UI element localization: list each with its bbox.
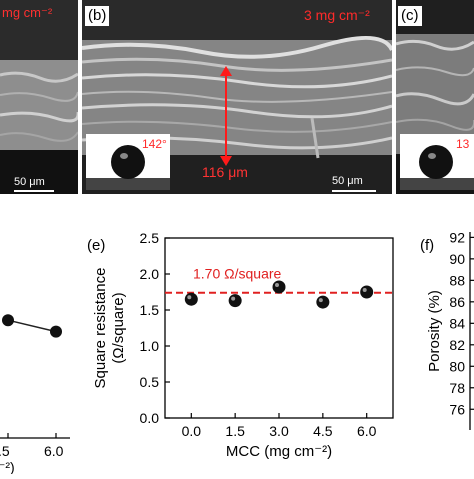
scale-bar-a [14,190,54,192]
panel-f-ytick-label-7: 90 [449,251,465,267]
panel-e-xtick-label-1: 1.5 [225,423,245,439]
contact-angle-c: 13 [456,137,470,151]
sem-texture-a [0,0,78,194]
panel-tag-f: (f) [420,237,434,254]
sem-panel-a: mg cm⁻² 50 μm [0,0,78,194]
water-droplet-icon [86,145,170,190]
panel-e-ytick-label-2: 1.0 [140,338,160,354]
panel-e-reference-label: 1.70 Ω/square [193,266,282,282]
panel-f-ytick-label-6: 88 [449,272,465,288]
panel-e-ytick-label-3: 1.5 [140,302,160,318]
panel-d-series-line [7,319,57,333]
panel-f-ytick-label-2: 80 [449,358,465,374]
charts-row: .5 6.0 ⁻²) (e) 0.0 0.5 1.0 1.5 2.0 2.5 0.0 1.5 3… [0,200,474,475]
panel-f-ytick-label-5: 86 [449,294,465,310]
panel-f-ytick-label-8: 92 [449,229,465,245]
panel-e-xlabel: MCC (mg cm⁻²) [226,443,332,460]
contact-angle-inset-b: 142° [86,134,170,190]
panel-e-ytick-label-5: 2.5 [140,230,160,246]
panel-e-axes: 0.0 0.5 1.0 1.5 2.0 2.5 0.0 1.5 3.0 4.5 6.0 MCC (mg… [92,230,394,460]
panel-d-xtick-partial: .5 [0,443,10,459]
panel-e-xtick-label-2: 3.0 [269,423,289,439]
loading-label-b: 3 mg cm⁻² [304,7,370,23]
panel-f-ytick-label-1: 78 [449,380,465,396]
panel-e-xtick-label-4: 6.0 [357,423,377,439]
panel-d-point-1 [2,314,14,327]
panel-tag-e: (e) [87,237,105,254]
panel-e-point-2 [272,280,286,294]
loading-label-a: mg cm⁻² [2,5,53,20]
panel-e: (e) 0.0 0.5 1.0 1.5 2.0 2.5 0.0 1.5 3.0 4.5 6.0 MCC… [87,230,394,460]
panel-f-ytick-label-0: 76 [449,401,465,417]
panel-e-xtick-label-0: 0.0 [182,423,202,439]
panel-e-xtick-label-3: 4.5 [313,423,333,439]
panel-d-xlabel-partial: ⁻²) [0,459,15,474]
panel-e-point-highlight-2 [275,282,279,287]
thickness-arrow [220,66,232,166]
panel-e-ytick-label-0: 0.0 [140,410,160,426]
panel-e-marks: 1.70 Ω/square [165,266,393,309]
water-droplet-icon-c [400,145,474,190]
panel-f-axes: 76 78 80 82 84 86 88 90 92 Porosity (%) [426,229,474,430]
panel-e-ytick-label-1: 0.5 [140,374,160,390]
panel-e-point-highlight-1 [231,296,236,301]
panel-tag-b: (b) [85,6,110,26]
sem-panel-b: (b) 3 mg cm⁻² 116 μm 142° 50 μm [82,0,392,194]
panel-e-ytick-label-4: 2.0 [140,266,160,282]
panel-e-point-highlight-0 [187,295,192,300]
panel-e-point-highlight-4 [362,288,367,292]
scale-bar-b [332,190,376,192]
scale-label-b: 50 μm [332,175,363,187]
charts-svg: .5 6.0 ⁻²) (e) 0.0 0.5 1.0 1.5 2.0 2.5 0.0 1.5 3… [0,229,474,475]
panel-f-ytick-label-4: 84 [449,315,465,331]
panel-d: .5 6.0 ⁻²) [0,314,70,475]
contact-angle-b: 142° [142,137,167,151]
panel-tag-c: (c) [398,6,422,26]
scale-label-a: 50 μm [14,176,45,188]
panel-f-ytick-label-3: 82 [449,337,465,353]
panel-e-point-4 [360,285,374,299]
panel-d-xtick-last: 6.0 [44,443,64,459]
panel-e-point-0 [184,292,198,306]
sem-panel-c: (c) 13 [396,0,474,194]
panel-f-ylabel: Porosity (%) [426,290,443,372]
panel-e-point-3 [316,295,330,309]
panel-e-point-highlight-3 [318,298,323,303]
panel-e-ylabel-line2: (Ω/square) [110,292,127,363]
panel-f: (f) 76 78 80 82 84 86 88 90 92 Porosity (%) [420,229,474,430]
panel-e-point-1 [228,294,242,308]
panel-d-point-2 [50,325,62,338]
panel-e-ylabel-line1: Square resistance [92,268,109,389]
contact-angle-inset-c: 13 [400,134,474,190]
thickness-label: 116 μm [202,164,248,180]
